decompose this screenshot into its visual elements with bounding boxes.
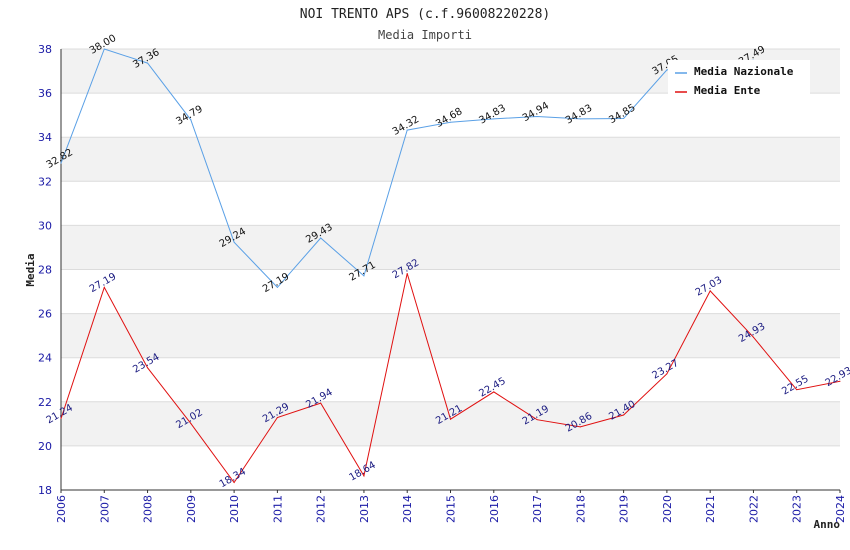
x-tick-label: 2015: [445, 495, 458, 523]
data-point-media-ente: [190, 422, 192, 424]
data-point-media-nazionale: [579, 118, 581, 120]
data-label-media-nazionale: 34.68: [434, 106, 464, 130]
data-point-media-ente: [752, 336, 754, 338]
data-label-media-ente: 22.45: [477, 376, 507, 400]
data-point-media-ente: [60, 418, 62, 420]
x-axis-ticks: 2006 2007 2008 2009 2010 2011 2012 2013 2014 2015…: [55, 490, 847, 523]
data-point-media-ente: [320, 402, 322, 404]
background-bands: [61, 49, 840, 446]
data-point-media-ente: [536, 419, 538, 421]
x-tick-label: 2011: [271, 495, 284, 523]
x-tick-label: 2007: [98, 495, 111, 523]
x-tick-label: 2018: [574, 495, 587, 523]
data-label-media-nazionale: 34.79: [174, 104, 204, 128]
data-point-media-ente: [493, 391, 495, 393]
series-line-media-ente: [60, 273, 841, 484]
data-point-media-nazionale: [276, 286, 278, 288]
x-tick-label: 2008: [142, 495, 155, 523]
x-tick-label: 2021: [704, 495, 717, 523]
y-tick-label: 24: [38, 352, 52, 365]
data-point-media-nazionale: [536, 115, 538, 117]
y-tick-label: 36: [38, 87, 52, 100]
data-point-media-ente: [709, 290, 711, 292]
chart-subtitle: Media Importi: [378, 28, 472, 42]
data-point-media-ente: [363, 475, 365, 477]
y-tick-label: 22: [38, 396, 52, 409]
grid-band: [61, 137, 840, 182]
grid-band: [61, 225, 840, 270]
y-tick-label: 38: [38, 43, 52, 56]
y-tick-label: 18: [38, 484, 52, 497]
x-tick-label: 2006: [55, 495, 68, 523]
legend: Media Nazionale Media Ente: [668, 60, 810, 97]
x-tick-label: 2017: [531, 495, 544, 523]
data-point-media-nazionale: [103, 48, 105, 50]
data-point-media-ente: [666, 373, 668, 375]
data-point-media-nazionale: [406, 129, 408, 131]
data-point-media-nazionale: [623, 117, 625, 119]
data-point-media-ente: [579, 426, 581, 428]
data-point-media-nazionale: [363, 275, 365, 277]
legend-label-media-ente: Media Ente: [694, 84, 761, 97]
legend-box: [668, 60, 810, 96]
series-lines: [60, 48, 841, 484]
data-point-media-nazionale: [60, 162, 62, 164]
data-label-media-nazionale: 34.85: [607, 102, 637, 126]
y-tick-label: 32: [38, 175, 52, 188]
data-label-media-ente: 22.93: [824, 365, 850, 389]
data-point-media-ente: [233, 482, 235, 484]
y-axis-ticks: 18 20 22 24 26 28 30 32 34 36 38: [38, 43, 52, 497]
data-label-media-nazionale: 34.94: [521, 100, 551, 124]
y-tick-label: 34: [38, 131, 52, 144]
data-label-media-ente: 18.34: [218, 466, 248, 490]
data-label-media-ente: 23.27: [650, 358, 680, 382]
x-tick-label: 2019: [618, 495, 631, 523]
x-tick-label: 2016: [488, 495, 501, 523]
data-point-media-ente: [839, 380, 841, 382]
x-axis-title: Anno: [814, 518, 841, 531]
data-point-media-ente: [623, 414, 625, 416]
data-label-media-nazionale: 34.83: [477, 103, 507, 127]
data-label-media-ente: 18.64: [347, 460, 377, 484]
data-point-media-ente: [796, 389, 798, 391]
data-point-media-nazionale: [147, 62, 149, 64]
x-tick-label: 2023: [791, 495, 804, 523]
x-tick-label: 2009: [185, 495, 198, 523]
data-point-media-nazionale: [666, 69, 668, 71]
chart-title: NOI TRENTO APS (c.f.96008220228): [300, 7, 550, 22]
data-point-media-ente: [276, 416, 278, 418]
y-tick-label: 28: [38, 264, 52, 277]
data-point-media-ente: [450, 418, 451, 420]
data-point-media-nazionale: [190, 119, 192, 121]
y-axis-title: Media: [24, 253, 37, 286]
data-label-media-ente: 22.55: [780, 374, 810, 398]
data-point-media-nazionale: [320, 237, 322, 239]
x-tick-label: 2010: [228, 495, 241, 523]
y-tick-label: 20: [38, 440, 52, 453]
data-label-media-ente: 27.03: [694, 275, 724, 299]
data-point-media-nazionale: [233, 241, 235, 243]
legend-label-media-nazionale: Media Nazionale: [694, 65, 794, 78]
x-tick-label: 2024: [834, 495, 847, 523]
data-point-media-ente: [147, 367, 149, 369]
data-label-media-nazionale: 34.83: [564, 103, 594, 127]
data-point-media-nazionale: [493, 118, 495, 120]
y-tick-label: 30: [38, 219, 52, 232]
y-tick-label: 26: [38, 308, 52, 321]
grid-band: [61, 313, 840, 358]
x-tick-label: 2014: [401, 495, 414, 523]
data-point-media-ente: [406, 272, 408, 274]
x-tick-label: 2020: [661, 495, 674, 523]
x-tick-label: 2022: [747, 495, 760, 523]
data-point-media-ente: [103, 286, 105, 288]
x-tick-label: 2013: [358, 495, 371, 523]
x-tick-label: 2012: [315, 495, 328, 523]
data-point-media-nazionale: [450, 121, 451, 123]
